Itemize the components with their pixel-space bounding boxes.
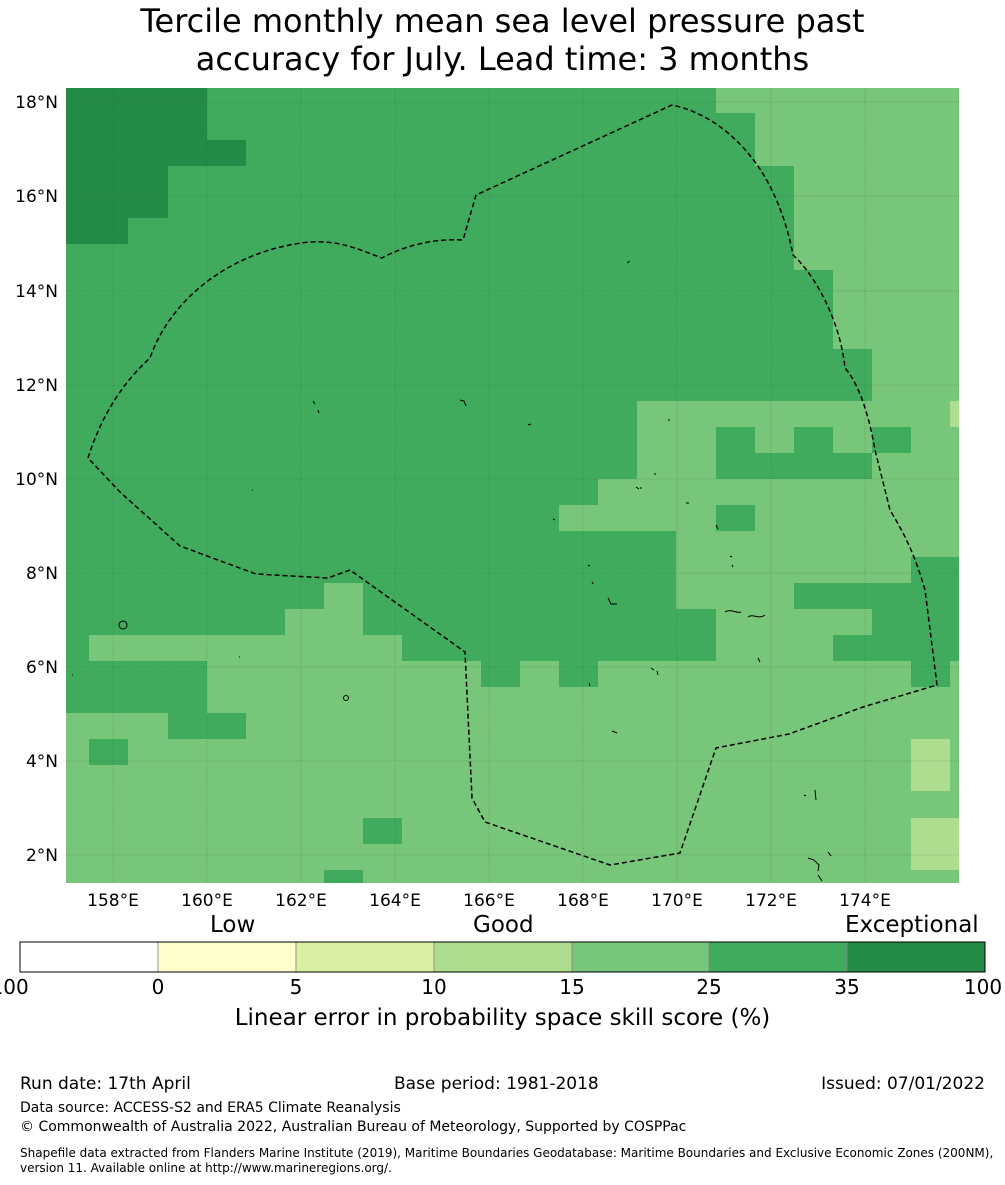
very-good-patch (168, 713, 246, 739)
fair-patch (911, 739, 950, 791)
lat-tick-label: 18°N (15, 93, 58, 113)
map-title-line-1: Tercile monthly mean sea level pressure … (140, 2, 865, 40)
fair-patch (911, 818, 959, 870)
shapefile-credit: Shapefile data extracted from Flanders M… (20, 1146, 994, 1175)
colorbar-tick-label: 0 (151, 975, 165, 999)
longitude-labels: 158°E 160°E 162°E 164°E 166°E 168°E 170°… (87, 891, 891, 910)
very-good-patch (794, 583, 959, 609)
colorbar-segment (571, 941, 710, 973)
colorbar-segment (157, 941, 297, 973)
base-period: Base period: 1981-2018 (394, 1074, 599, 1094)
colorbar-category-low: Low (210, 912, 256, 938)
lat-tick-label: 2°N (26, 846, 58, 866)
lon-tick-label: 174°E (839, 891, 891, 910)
exceptional-region (66, 88, 246, 244)
lon-tick-label: 158°E (87, 891, 139, 910)
colorbar-segment (846, 941, 986, 973)
very-good-patch (833, 635, 959, 661)
very-good-region (66, 88, 872, 713)
lat-tick-label: 16°N (15, 187, 58, 207)
copyright-notice: © Commonwealth of Australia 2022, Austra… (20, 1119, 687, 1135)
lat-tick-label: 10°N (15, 470, 58, 490)
colorbar-segment (19, 941, 159, 973)
colorbar-tick-label: 10 (421, 975, 447, 999)
skill-map: 18°N 16°N 14°N 12°N 10°N 8°N 6°N 4°N 2°N… (15, 88, 959, 910)
very-good-patch (716, 505, 755, 531)
very-good-patch (794, 427, 833, 453)
islands (72, 260, 832, 882)
lat-tick-label: 12°N (15, 376, 58, 396)
run-date: Run date: 17th April (20, 1074, 191, 1094)
very-good-patch (716, 453, 872, 479)
colorbar-tick-label: -100 (0, 975, 29, 999)
very-good-patch (872, 427, 911, 453)
lat-tick-label: 14°N (15, 282, 58, 302)
very-good-patch (716, 427, 755, 453)
skill-grid (66, 88, 959, 883)
eez-boundary (87, 104, 938, 866)
lon-tick-label: 162°E (275, 891, 327, 910)
colorbar-tick-label: 25 (696, 975, 722, 999)
colorbar-title: Linear error in probability space skill … (234, 1005, 771, 1031)
colorbar-tick-label: 15 (559, 975, 585, 999)
colorbar-segment (295, 941, 435, 973)
lon-tick-label: 172°E (745, 891, 797, 910)
colorbar-segment (708, 941, 848, 973)
lat-tick-label: 4°N (26, 752, 58, 772)
colorbar-tick-label: 35 (834, 975, 860, 999)
map-title: Tercile monthly mean sea level pressure … (0, 2, 1005, 78)
issued-date: Issued: 07/01/2022 (821, 1074, 985, 1094)
latitude-labels: 18°N 16°N 14°N 12°N 10°N 8°N 6°N 4°N 2°N (15, 93, 58, 866)
very-good-patch (89, 739, 128, 765)
very-good-patch (363, 818, 402, 844)
fair-patch (950, 401, 959, 427)
map-title-line-2: accuracy for July. Lead time: 3 months (195, 40, 810, 78)
colorbar-category-good: Good (473, 912, 534, 938)
colorbar-segment (433, 941, 573, 973)
colorbar-tick-label: 100 (963, 975, 1003, 999)
colorbar (19, 941, 986, 973)
lon-tick-label: 168°E (557, 891, 609, 910)
lat-tick-label: 8°N (26, 564, 58, 584)
very-good-patch (911, 557, 959, 583)
very-good-patch (911, 661, 950, 687)
data-source: Data source: ACCESS-S2 and ERA5 Climate … (20, 1100, 401, 1116)
lon-tick-label: 160°E (181, 891, 233, 910)
very-good-patch (324, 870, 363, 883)
lon-tick-label: 164°E (369, 891, 421, 910)
lon-tick-label: 166°E (463, 891, 515, 910)
lat-tick-label: 6°N (26, 658, 58, 678)
colorbar-tick-label: 5 (289, 975, 303, 999)
lon-tick-label: 170°E (651, 891, 703, 910)
very-good-patch (872, 609, 959, 635)
colorbar-category-exceptional: Exceptional (845, 912, 979, 938)
